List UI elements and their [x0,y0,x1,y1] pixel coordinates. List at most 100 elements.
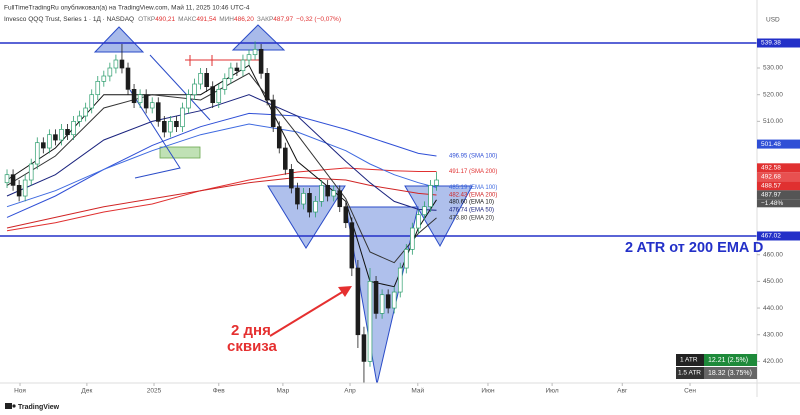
indicator-label: 476.74 (EMA 50) [449,208,494,214]
y-tick-label: 440.00 [763,305,783,312]
candle-body [355,267,361,336]
candle-body [361,334,367,362]
candle-body [83,107,88,117]
candle-body [186,94,191,109]
candle-body [143,94,149,109]
candle-body [404,249,409,269]
candle-body [59,129,64,141]
x-tick-label: 2025 [147,388,162,395]
candle-body [289,169,294,189]
candle-body [155,102,161,122]
candle-body [434,179,439,186]
candle-body [174,121,179,128]
candle-body [276,126,282,149]
candle-body [367,281,373,362]
x-tick-label: Авг [617,388,628,395]
candle-body [313,201,318,213]
candle-body [319,185,324,202]
candle-body [101,75,107,82]
ohlc-value: 490,21 [155,16,175,23]
ohlc-value: 487,97 [273,16,293,23]
candle-body [410,227,415,250]
candle-body [216,88,222,104]
price-tag-label: 539.38 [761,40,781,47]
candle-body [385,294,391,309]
candle-body [222,78,228,90]
price-tag-label: 488.57 [761,183,781,190]
candle-body [4,174,10,184]
price-tag [757,231,800,241]
triangle [231,24,286,51]
footer: TradingView [5,403,60,411]
candle-body [295,187,300,205]
ohlc-value: 486,20 [234,16,254,23]
symbol: Invesco QQQ Trust, Series 1 · 1Д · NASDA… [4,16,134,23]
triangle [267,185,346,249]
candle-body [65,129,70,136]
candle-body [28,163,34,181]
candle-body [10,174,16,186]
change: −0,32 (−0,07%) [296,16,341,23]
ohlc-key: МИН [219,16,234,23]
candle-body [270,99,276,128]
candle-body [301,193,306,205]
candle-body [89,94,94,109]
cell-text: 18.32 (3.75%) [708,370,752,377]
candles [4,41,439,383]
candle-body [240,59,246,72]
candle-body [137,94,143,104]
arrow [269,286,352,337]
y-tick-label: 520.00 [763,91,783,98]
zone [159,146,201,159]
trend-line [129,89,181,179]
annotation: 2 ATR от 200 EMA D [625,240,763,256]
axes: 420.00 430.00 440.00 450.00 460.00 510.00 520.… [14,38,800,395]
price-tag [757,139,800,149]
logo [12,404,16,408]
candle-body [252,48,258,56]
symbol-line: Invesco QQQ Trust, Series 1 · 1Д · NASDA… [4,16,341,23]
candle-body [16,185,22,197]
brand: TradingView [18,404,60,411]
indicator-line [6,94,437,211]
cell [676,367,704,379]
pattern-annotations [93,24,473,383]
cell [704,367,757,379]
trend-line [149,54,211,121]
candle-body [77,115,82,122]
candle-body [107,67,113,77]
candle-body [428,185,433,208]
price-tag [757,38,800,48]
cell [704,354,757,366]
candle-body [53,134,58,141]
cell-text: 12.21 (2.5%) [708,357,748,364]
cell [676,354,704,366]
y-tick-label: 530.00 [763,65,783,72]
currency: USD [766,17,780,24]
change-label: −1.48% [761,200,783,207]
price-tag [757,181,800,191]
price-tag [757,172,800,182]
candle-body [71,121,76,136]
candle-body [210,86,215,104]
candle-body [125,67,131,90]
indicator-line [6,176,437,229]
candle-body [34,142,40,165]
x-tick-label: Июн [481,388,495,395]
x-tick-label: Ноя [14,388,26,395]
cell-text: 1.5 ATR [678,370,701,377]
indicator-label: 491.17 (SMA 200) [449,169,497,175]
candle-body [373,281,379,314]
candle-body [228,67,234,80]
candle-body [283,147,288,170]
price-tag-label: 501.48 [761,141,781,148]
y-tick-label: 450.00 [763,278,783,285]
candle-body [47,134,52,149]
x-tick-label: Май [411,387,424,395]
price-tag-label: 487.97 [761,192,781,199]
candle-body [416,214,421,229]
indicator-label: 480.60 (EMA 10) [449,200,494,206]
candle-body [343,206,349,224]
published: FullTimeTradingRu опубликовал(а) на Trad… [4,4,250,12]
